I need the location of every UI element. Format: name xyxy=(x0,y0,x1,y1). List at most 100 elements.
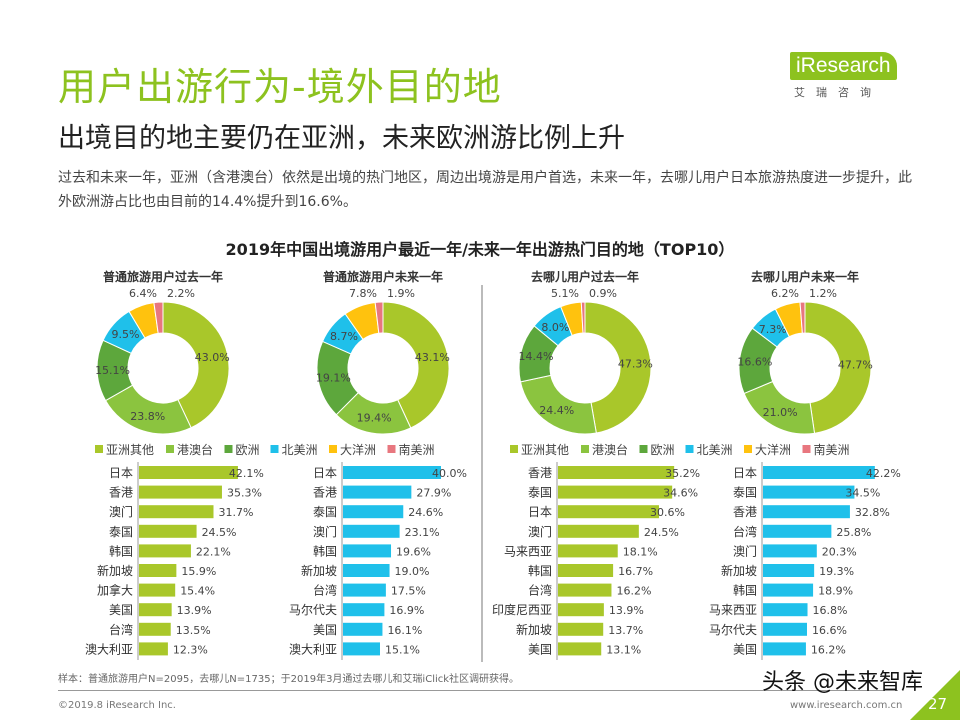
bar-category-label: 韩国 xyxy=(733,583,757,598)
sample-note: 样本：普通旅游用户N=2095，去哪儿N=1735；于2019年3月通过去哪儿和… xyxy=(58,674,520,685)
bar xyxy=(763,544,817,558)
legend-swatch xyxy=(581,445,589,453)
bar-value-label: 16.1% xyxy=(387,624,422,637)
bar-category-label: 澳门 xyxy=(313,524,337,539)
bar xyxy=(343,622,383,636)
copyright: ©2019.8 iResearch Inc. xyxy=(58,700,176,711)
bar xyxy=(343,485,412,499)
bar-value-label: 20.3% xyxy=(822,545,857,558)
bar-category-label: 日本 xyxy=(528,505,552,519)
legend-swatch xyxy=(224,445,233,453)
slice-label: 43.1% xyxy=(415,351,450,364)
bar-category-label: 澳大利亚 xyxy=(85,642,133,656)
legend-swatch xyxy=(166,445,174,453)
bar-category-label: 马来西亚 xyxy=(709,603,757,617)
legend-swatch xyxy=(744,445,752,453)
website: www.iresearch.com.cn xyxy=(790,700,903,711)
page-number: 27 xyxy=(928,695,948,713)
slice-label: 6.2% xyxy=(771,287,799,300)
slice-label: 8.7% xyxy=(330,330,358,343)
bar xyxy=(558,642,602,656)
bar-category-label: 香港 xyxy=(313,486,337,500)
bar-category-label: 加拿大 xyxy=(97,583,133,598)
bar-value-label: 35.3% xyxy=(227,487,262,500)
legend-swatch xyxy=(802,445,811,453)
bar xyxy=(343,544,392,558)
bar-category-label: 香港 xyxy=(109,486,133,500)
bar xyxy=(343,505,404,519)
bar-value-label: 35.2% xyxy=(665,467,700,480)
legend-label: 北美洲 xyxy=(697,443,733,457)
bar-category-label: 澳大利亚 xyxy=(289,642,337,656)
bar xyxy=(763,642,806,656)
bar-value-label: 12.3% xyxy=(173,643,208,656)
bar xyxy=(139,642,168,656)
slice-label: 19.4% xyxy=(357,412,392,425)
bar-category-label: 泰国 xyxy=(109,525,133,539)
donut-title: 去哪儿用户过去一年 xyxy=(531,269,639,284)
bar-value-label: 16.8% xyxy=(813,604,848,617)
bar-category-label: 美国 xyxy=(109,603,133,617)
page-title: 用户出游行为-境外目的地 xyxy=(58,65,502,109)
bar-value-label: 16.9% xyxy=(389,604,424,617)
donut-slice xyxy=(374,301,384,334)
legend-label: 欧洲 xyxy=(651,443,675,457)
legend-swatch xyxy=(685,445,694,453)
legend-swatch xyxy=(387,445,396,453)
bar-value-label: 15.9% xyxy=(181,565,216,578)
bar-category-label: 韩国 xyxy=(528,563,552,578)
bar-category-label: 美国 xyxy=(733,642,757,656)
legend-label: 亚洲其他 xyxy=(106,443,154,457)
bar-value-label: 15.1% xyxy=(385,643,420,656)
bar-value-label: 40.0% xyxy=(432,467,467,480)
slice-label: 47.3% xyxy=(618,358,653,371)
bar-value-label: 18.1% xyxy=(623,545,658,558)
bar-value-label: 18.9% xyxy=(818,585,853,598)
bar xyxy=(139,505,214,519)
bar xyxy=(139,485,222,499)
donut-title: 普通旅游用户过去一年 xyxy=(103,269,223,284)
bar xyxy=(558,466,675,479)
bar-category-label: 香港 xyxy=(528,466,552,480)
legend-swatch xyxy=(510,445,518,453)
bar-value-label: 13.1% xyxy=(606,643,641,656)
legend-swatch xyxy=(95,445,103,453)
slice-label: 2.2% xyxy=(167,287,195,300)
bar xyxy=(763,524,832,538)
bar-value-label: 19.0% xyxy=(395,565,430,578)
bar xyxy=(558,505,659,519)
bar xyxy=(343,583,386,597)
legend-label: 港澳台 xyxy=(177,442,213,457)
bar-value-label: 24.5% xyxy=(644,526,679,539)
bar-category-label: 台湾 xyxy=(528,583,552,598)
legend-label: 亚洲其他 xyxy=(521,443,569,457)
bar-value-label: 31.7% xyxy=(218,506,253,519)
bar xyxy=(558,485,673,499)
bar-value-label: 42.2% xyxy=(866,467,901,480)
bar-category-label: 澳门 xyxy=(733,543,757,558)
bar xyxy=(139,622,171,636)
bar-value-label: 24.6% xyxy=(408,506,443,519)
bar-value-label: 16.6% xyxy=(812,624,847,637)
description: 过去和未来一年，亚洲（含港澳台）依然是出境的热门地区，周边出境游是用户首选，未来… xyxy=(58,170,912,210)
bar-category-label: 新加坡 xyxy=(516,622,552,637)
slice-label: 47.7% xyxy=(838,358,873,371)
bar xyxy=(763,622,807,636)
logo-subtext: 艾瑞咨询 xyxy=(794,86,882,99)
footer-divider xyxy=(58,690,898,691)
page-subtitle: 出境目的地主要仍在亚洲，未来欧洲游比例上升 xyxy=(58,123,625,154)
bar-value-label: 13.7% xyxy=(608,624,643,637)
legend-label: 大洋洲 xyxy=(755,442,791,457)
donut-slice xyxy=(382,301,450,429)
bar-category-label: 美国 xyxy=(313,623,337,637)
slice-label: 43.0% xyxy=(195,351,230,364)
donut-slice xyxy=(162,301,230,429)
legend-label: 南美洲 xyxy=(814,442,850,457)
bar-category-label: 马来西亚 xyxy=(504,544,552,558)
bar xyxy=(558,603,604,617)
donut-slice xyxy=(584,301,652,434)
bar xyxy=(763,583,814,597)
bar-category-label: 香港 xyxy=(733,505,757,519)
bar-value-label: 13.5% xyxy=(176,624,211,637)
